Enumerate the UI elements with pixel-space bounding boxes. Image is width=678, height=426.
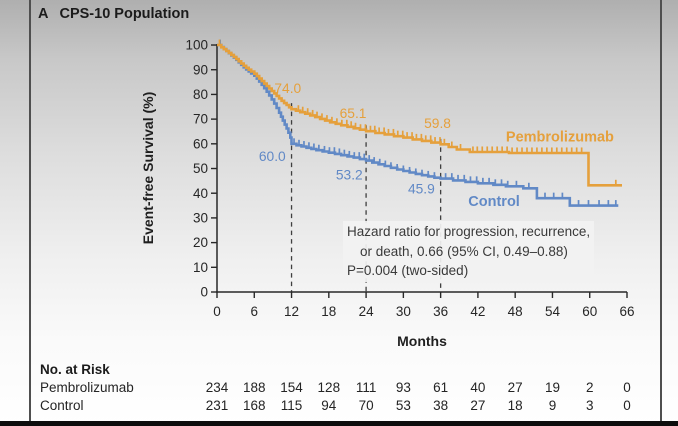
risk-row-control: Control 231 168 115 94 70 53 38 27 18 9 3 0 — [0, 398, 678, 415]
bottom-black-bar — [0, 421, 678, 426]
risk-value-pembrolizumab-m24: 111 — [355, 380, 377, 395]
risk-value-control-m60: 3 — [585, 397, 594, 413]
risk-row-label: Pembrolizumab — [40, 380, 134, 395]
annotation-45-9: 45.9 — [408, 181, 435, 196]
x-tick-label-30: 30 — [396, 304, 411, 319]
y-tick-label-90: 90 — [193, 62, 208, 77]
x-tick-label-18: 18 — [321, 304, 336, 319]
y-tick-label-10: 10 — [193, 260, 208, 275]
risk-value-control-m12: 115 — [280, 397, 303, 413]
legend-label-pembrolizumab: Pembrolizumab — [506, 129, 614, 145]
risk-value-control-m30: 53 — [395, 397, 411, 413]
y-tick-label-40: 40 — [193, 186, 208, 201]
left-frame-line — [29, 0, 31, 421]
legend-label-control: Control — [468, 194, 520, 210]
risk-value-pembrolizumab-m0: 234 — [205, 380, 229, 395]
y-tick-label-70: 70 — [193, 112, 208, 127]
hazard-note-line3: P=0.004 (two-sided) — [347, 263, 469, 278]
risk-value-control-m6: 168 — [243, 397, 266, 413]
y-tick-label-50: 50 — [193, 161, 208, 176]
x-tick-label-48: 48 — [508, 304, 523, 319]
survival-curve-pembrolizumab — [217, 43, 622, 187]
x-tick-label-36: 36 — [433, 304, 448, 319]
x-tick-label-0: 0 — [213, 304, 221, 319]
risk-value-control-m0: 231 — [205, 397, 229, 413]
x-tick-label-24: 24 — [359, 304, 375, 319]
risk-value-control-m24: 70 — [358, 397, 374, 413]
risk-value-pembrolizumab-m6: 188 — [243, 380, 266, 395]
risk-value-control-m42: 27 — [470, 397, 486, 413]
x-axis-title: Months — [397, 333, 447, 349]
risk-value-control-m54: 9 — [548, 397, 557, 413]
risk-value-pembrolizumab-m42: 40 — [470, 380, 486, 395]
risk-row-label: Control — [40, 397, 84, 413]
hazard-ratio-note: Hazard ratio for progression, recurrence… — [343, 221, 595, 282]
risk-value-control-m48: 18 — [507, 397, 523, 413]
annotation-65-1: 65.1 — [340, 106, 367, 121]
y-tick-label-30: 30 — [193, 211, 208, 226]
risk-row-pembrolizumab: Pembrolizumab 234 188 154 128 111 93 61 40 27 19 2 0 — [0, 380, 678, 397]
y-tick-label-20: 20 — [193, 235, 208, 250]
hazard-note-line1: Hazard ratio for progression, recurrence… — [347, 224, 591, 239]
annotation-53-2: 53.2 — [336, 168, 363, 183]
y-tick-label-0: 0 — [200, 285, 208, 300]
x-tick-label-54: 54 — [545, 304, 561, 319]
annotation-59-8: 59.8 — [424, 116, 451, 131]
panel-title: A CPS-10 Population — [38, 6, 189, 22]
x-tick-label-6: 6 — [251, 304, 259, 319]
right-frame-line — [660, 0, 662, 421]
risk-value-pembrolizumab-m60: 2 — [585, 380, 594, 395]
x-tick-label-12: 12 — [284, 304, 299, 319]
risk-value-pembrolizumab-m48: 27 — [507, 380, 523, 395]
risk-table-title: No. at Risk — [40, 362, 110, 377]
panel-letter: A — [38, 6, 49, 22]
risk-value-pembrolizumab-m30: 93 — [395, 380, 411, 395]
risk-value-control-m66: 0 — [623, 397, 631, 413]
hazard-note-line2: or death, 0.66 (95% CI, 0.49–0.88) — [360, 243, 568, 259]
annotation-60-0: 60.0 — [259, 149, 286, 164]
y-tick-label-100: 100 — [185, 38, 208, 53]
risk-value-control-m36: 38 — [433, 397, 449, 413]
risk-value-pembrolizumab-m36: 61 — [433, 380, 449, 395]
x-tick-label-66: 66 — [619, 304, 634, 319]
risk-value-pembrolizumab-m12: 154 — [280, 380, 303, 395]
risk-value-pembrolizumab-m54: 19 — [544, 380, 560, 395]
x-tick-label-60: 60 — [582, 304, 597, 319]
y-tick-label-60: 60 — [193, 136, 208, 151]
x-tick-label-42: 42 — [470, 304, 485, 319]
panel-title-text: CPS-10 Population — [59, 6, 190, 22]
risk-value-pembrolizumab-m18: 128 — [317, 380, 341, 395]
risk-value-control-m18: 94 — [321, 397, 337, 413]
annotation-74-0: 74.0 — [274, 81, 301, 96]
risk-value-pembrolizumab-m66: 0 — [623, 380, 631, 395]
y-tick-label-80: 80 — [193, 87, 208, 102]
